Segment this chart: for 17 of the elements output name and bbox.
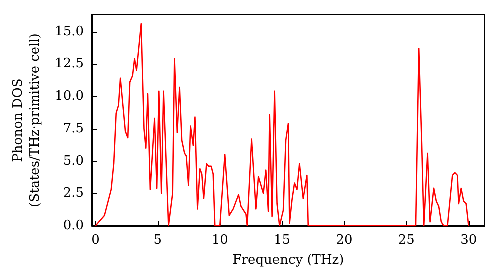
x-tick-label: 15 xyxy=(274,233,291,248)
x-tick-label: 30 xyxy=(460,233,478,248)
y-tick-label: 12.5 xyxy=(55,56,84,72)
y-tick-label: 15.0 xyxy=(55,24,84,40)
x-tick-label: 25 xyxy=(398,233,415,248)
y-tick-label: 2.5 xyxy=(63,186,84,202)
y-tick-label: 0.0 xyxy=(63,218,84,234)
y-axis-title: Phonon DOS (States/THz·primitive cell) xyxy=(11,33,44,208)
line-series xyxy=(95,23,470,227)
x-tick-label: 20 xyxy=(336,233,353,248)
x-tick-label: 0 xyxy=(92,233,100,248)
y-tick-label: 10.0 xyxy=(55,89,84,104)
x-tick-label: 5 xyxy=(154,233,162,248)
y-tick-label: 5.0 xyxy=(63,154,84,169)
x-tick-label: 10 xyxy=(212,233,228,248)
y-tick-label: 7.5 xyxy=(63,121,84,136)
x-axis-title: Frequency (THz) xyxy=(232,252,344,268)
